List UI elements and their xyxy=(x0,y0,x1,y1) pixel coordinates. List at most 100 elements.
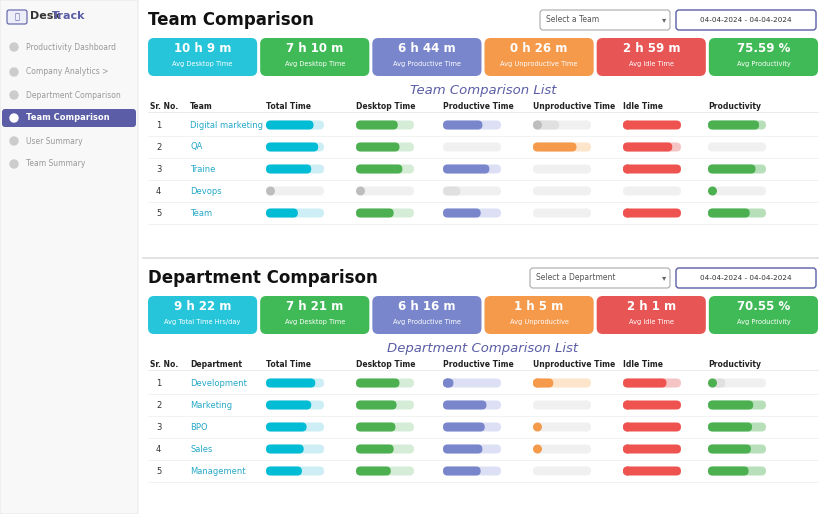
FancyBboxPatch shape xyxy=(443,187,460,195)
FancyBboxPatch shape xyxy=(443,209,501,217)
FancyBboxPatch shape xyxy=(356,423,414,431)
FancyBboxPatch shape xyxy=(266,164,324,174)
Circle shape xyxy=(444,379,451,387)
FancyBboxPatch shape xyxy=(533,164,591,174)
FancyBboxPatch shape xyxy=(533,187,591,195)
Circle shape xyxy=(709,379,716,387)
Text: Productive Time: Productive Time xyxy=(443,102,514,111)
FancyBboxPatch shape xyxy=(533,142,576,152)
FancyBboxPatch shape xyxy=(623,209,681,217)
Text: Marketing: Marketing xyxy=(190,400,232,410)
FancyBboxPatch shape xyxy=(356,120,414,130)
FancyBboxPatch shape xyxy=(443,400,487,410)
FancyBboxPatch shape xyxy=(356,120,398,130)
Text: 3: 3 xyxy=(156,423,161,431)
FancyBboxPatch shape xyxy=(623,378,681,388)
FancyBboxPatch shape xyxy=(623,467,681,475)
Text: 04-04-2024 - 04-04-2024: 04-04-2024 - 04-04-2024 xyxy=(700,275,792,281)
FancyBboxPatch shape xyxy=(266,120,324,130)
Text: 7 h 21 m: 7 h 21 m xyxy=(286,300,344,313)
FancyBboxPatch shape xyxy=(708,209,766,217)
FancyBboxPatch shape xyxy=(356,378,399,388)
FancyBboxPatch shape xyxy=(443,187,501,195)
Circle shape xyxy=(624,423,631,431)
FancyBboxPatch shape xyxy=(676,10,816,30)
FancyBboxPatch shape xyxy=(533,142,591,152)
Text: 0 h 26 m: 0 h 26 m xyxy=(510,42,568,55)
Circle shape xyxy=(624,165,631,173)
FancyBboxPatch shape xyxy=(709,296,818,334)
FancyBboxPatch shape xyxy=(443,400,501,410)
Circle shape xyxy=(624,467,631,475)
FancyBboxPatch shape xyxy=(533,378,553,388)
FancyBboxPatch shape xyxy=(443,142,501,152)
Circle shape xyxy=(10,68,18,76)
Text: Avg Unproductive Time: Avg Unproductive Time xyxy=(501,61,578,67)
Text: 6 h 16 m: 6 h 16 m xyxy=(398,300,455,313)
FancyBboxPatch shape xyxy=(708,423,766,431)
FancyBboxPatch shape xyxy=(623,378,667,388)
FancyBboxPatch shape xyxy=(533,378,591,388)
Text: Avg Unproductive: Avg Unproductive xyxy=(510,319,569,325)
FancyBboxPatch shape xyxy=(266,209,298,217)
Text: Productivity: Productivity xyxy=(708,360,761,369)
FancyBboxPatch shape xyxy=(443,378,501,388)
FancyBboxPatch shape xyxy=(708,400,753,410)
FancyBboxPatch shape xyxy=(708,164,755,174)
FancyBboxPatch shape xyxy=(484,296,593,334)
Text: 2 h 59 m: 2 h 59 m xyxy=(622,42,680,55)
FancyBboxPatch shape xyxy=(266,187,324,195)
Text: Idle Time: Idle Time xyxy=(623,360,663,369)
Text: Company Analytics >: Company Analytics > xyxy=(26,67,109,77)
Text: 1: 1 xyxy=(156,120,161,130)
FancyBboxPatch shape xyxy=(597,38,706,76)
Text: Devops: Devops xyxy=(190,187,222,195)
FancyBboxPatch shape xyxy=(623,120,681,130)
Text: 6 h 44 m: 6 h 44 m xyxy=(398,42,455,55)
Text: Team: Team xyxy=(190,102,213,111)
Circle shape xyxy=(10,114,18,122)
FancyBboxPatch shape xyxy=(708,209,750,217)
FancyBboxPatch shape xyxy=(266,445,324,453)
FancyBboxPatch shape xyxy=(708,423,752,431)
FancyBboxPatch shape xyxy=(356,400,396,410)
Text: 5: 5 xyxy=(156,209,161,217)
Text: Idle Time: Idle Time xyxy=(623,102,663,111)
FancyBboxPatch shape xyxy=(356,142,399,152)
FancyBboxPatch shape xyxy=(356,209,414,217)
FancyBboxPatch shape xyxy=(708,445,751,453)
FancyBboxPatch shape xyxy=(443,423,485,431)
FancyBboxPatch shape xyxy=(266,467,324,475)
FancyBboxPatch shape xyxy=(266,142,324,152)
Text: Department Comparison: Department Comparison xyxy=(148,269,378,287)
FancyBboxPatch shape xyxy=(443,120,483,130)
FancyBboxPatch shape xyxy=(266,209,324,217)
FancyBboxPatch shape xyxy=(623,164,681,174)
FancyBboxPatch shape xyxy=(533,400,591,410)
FancyBboxPatch shape xyxy=(372,38,482,76)
FancyBboxPatch shape xyxy=(708,164,766,174)
FancyBboxPatch shape xyxy=(356,423,395,431)
FancyBboxPatch shape xyxy=(597,296,706,334)
Text: Avg Productivity: Avg Productivity xyxy=(737,61,790,67)
Text: Department Comparison: Department Comparison xyxy=(26,90,121,100)
Text: Productivity: Productivity xyxy=(708,102,761,111)
FancyBboxPatch shape xyxy=(356,378,414,388)
FancyBboxPatch shape xyxy=(533,445,591,453)
Text: Avg Desktop Time: Avg Desktop Time xyxy=(284,319,345,325)
Text: 75.59 %: 75.59 % xyxy=(737,42,790,55)
Circle shape xyxy=(357,187,364,195)
Text: Digital marketing: Digital marketing xyxy=(190,120,263,130)
FancyBboxPatch shape xyxy=(2,109,136,127)
Text: 5: 5 xyxy=(156,467,161,475)
FancyBboxPatch shape xyxy=(708,187,766,195)
Text: Select a Team: Select a Team xyxy=(546,15,599,25)
FancyBboxPatch shape xyxy=(443,378,454,388)
FancyBboxPatch shape xyxy=(443,120,501,130)
FancyBboxPatch shape xyxy=(443,164,489,174)
FancyBboxPatch shape xyxy=(443,445,483,453)
Text: ▾: ▾ xyxy=(662,15,667,25)
Text: Total Time: Total Time xyxy=(266,102,311,111)
FancyBboxPatch shape xyxy=(356,142,414,152)
Text: Track: Track xyxy=(52,11,85,21)
